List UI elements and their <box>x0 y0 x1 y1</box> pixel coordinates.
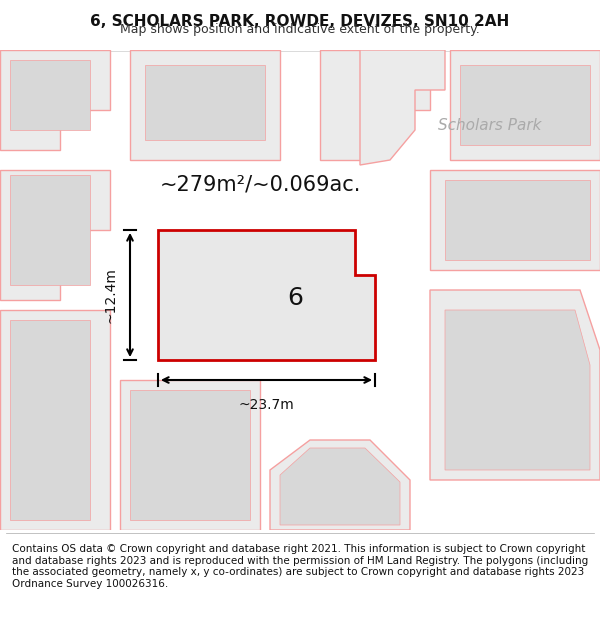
Polygon shape <box>0 310 110 530</box>
Polygon shape <box>145 65 265 140</box>
Text: 6: 6 <box>287 286 303 310</box>
Polygon shape <box>0 50 110 150</box>
Text: ~23.7m: ~23.7m <box>239 398 295 412</box>
Polygon shape <box>270 440 410 530</box>
Polygon shape <box>10 60 90 130</box>
Text: Contains OS data © Crown copyright and database right 2021. This information is : Contains OS data © Crown copyright and d… <box>12 544 588 589</box>
Polygon shape <box>10 175 90 285</box>
Polygon shape <box>130 390 250 520</box>
Polygon shape <box>158 230 375 360</box>
Polygon shape <box>430 290 600 480</box>
Polygon shape <box>130 50 280 160</box>
Polygon shape <box>445 180 590 260</box>
Polygon shape <box>360 50 445 165</box>
Polygon shape <box>320 50 430 160</box>
Polygon shape <box>0 170 110 300</box>
Polygon shape <box>445 310 590 470</box>
Text: 6, SCHOLARS PARK, ROWDE, DEVIZES, SN10 2AH: 6, SCHOLARS PARK, ROWDE, DEVIZES, SN10 2… <box>91 14 509 29</box>
Polygon shape <box>430 170 600 270</box>
Polygon shape <box>460 65 590 145</box>
Text: Map shows position and indicative extent of the property.: Map shows position and indicative extent… <box>120 23 480 36</box>
Text: Scholars Park: Scholars Park <box>438 118 542 132</box>
Polygon shape <box>450 50 600 160</box>
Text: ~279m²/~0.069ac.: ~279m²/~0.069ac. <box>160 175 361 195</box>
Polygon shape <box>280 448 400 525</box>
Polygon shape <box>10 320 90 520</box>
Text: ~12.4m: ~12.4m <box>104 267 118 323</box>
Polygon shape <box>120 380 260 530</box>
